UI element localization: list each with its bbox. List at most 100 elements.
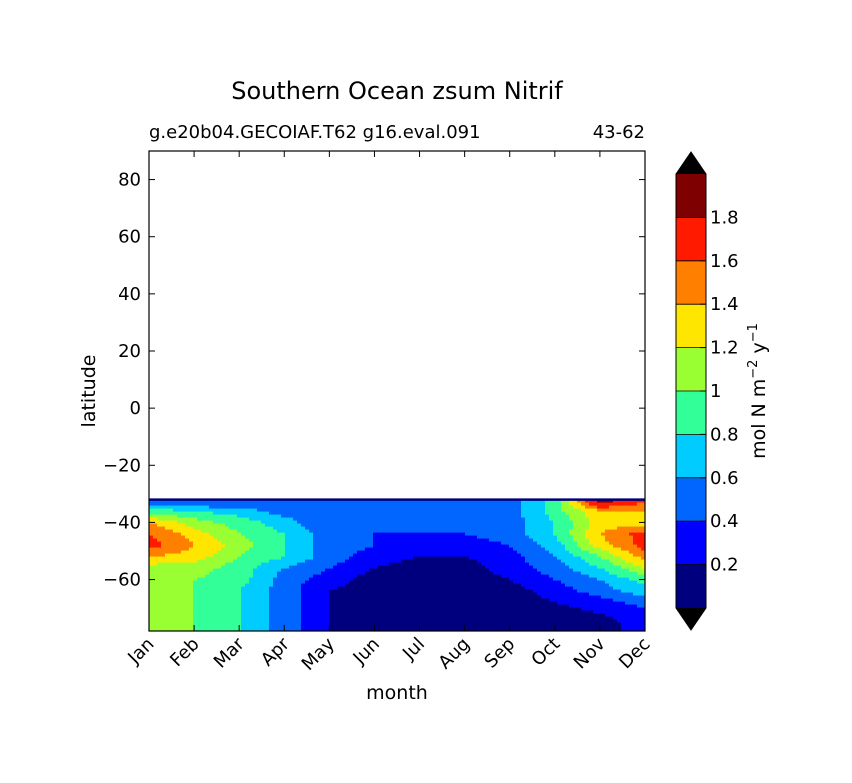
contour-cell: [289, 499, 294, 504]
contour-cell: [497, 559, 502, 564]
contour-cell: [593, 574, 598, 579]
contour-cell: [305, 559, 310, 564]
contour-cell: [445, 535, 450, 540]
contour-cell: [605, 604, 610, 609]
contour-cell: [605, 529, 610, 534]
contour-cell: [373, 556, 378, 561]
contour-cell: [193, 562, 198, 567]
contour-cell: [605, 616, 610, 621]
contour-cell: [413, 580, 418, 585]
contour-cell: [397, 562, 402, 567]
contour-cell: [401, 514, 406, 519]
contour-cell: [253, 505, 258, 510]
contour-cell: [609, 532, 614, 537]
contour-cell: [297, 589, 302, 594]
contour-cell: [393, 508, 398, 513]
contour-cell: [625, 532, 630, 537]
contour-cell: [453, 562, 458, 567]
contour-cell: [477, 541, 482, 546]
contour-cell: [577, 592, 582, 597]
contour-cell: [333, 502, 338, 507]
contour-cell: [489, 535, 494, 540]
contour-cell: [617, 544, 622, 549]
contour-cell: [265, 505, 270, 510]
contour-cell: [325, 601, 330, 606]
contour-cell: [557, 532, 562, 537]
contour-cell: [249, 556, 254, 561]
contour-cell: [209, 550, 214, 555]
contour-cell: [537, 553, 542, 558]
contour-cell: [285, 565, 290, 570]
contour-cell: [241, 535, 246, 540]
contour-cell: [433, 505, 438, 510]
contour-cell: [161, 607, 166, 612]
contour-cell: [553, 568, 558, 573]
contour-cell: [397, 520, 402, 525]
contour-cell: [613, 580, 618, 585]
contour-cell: [377, 538, 382, 543]
contour-cell: [309, 517, 314, 522]
contour-cell: [593, 604, 598, 609]
contour-cell: [489, 502, 494, 507]
contour-cell: [261, 565, 266, 570]
contour-cell: [569, 610, 574, 615]
contour-cell: [633, 562, 638, 567]
contour-cell: [165, 616, 170, 621]
contour-cell: [349, 583, 354, 588]
contour-cell: [357, 562, 362, 567]
contour-cell: [585, 568, 590, 573]
contour-cell: [225, 511, 230, 516]
contour-cell: [161, 613, 166, 618]
contour-cell: [345, 502, 350, 507]
contour-cell: [629, 577, 634, 582]
contour-cell: [285, 505, 290, 510]
contour-cell: [401, 502, 406, 507]
contour-cell: [461, 517, 466, 522]
contour-cell: [409, 517, 414, 522]
contour-cell: [305, 547, 310, 552]
contour-cell: [253, 607, 258, 612]
contour-cell: [309, 562, 314, 567]
contour-cell: [245, 508, 250, 513]
contour-cell: [393, 550, 398, 555]
contour-cell: [277, 541, 282, 546]
contour-cell: [193, 595, 198, 600]
contour-cell: [277, 619, 282, 624]
contour-cell: [277, 604, 282, 609]
contour-cell: [257, 499, 262, 504]
contour-cell: [385, 574, 390, 579]
contour-cell: [621, 514, 626, 519]
contour-cell: [469, 520, 474, 525]
contour-cell: [177, 559, 182, 564]
contour-cell: [545, 589, 550, 594]
contour-cell: [453, 565, 458, 570]
contour-cell: [241, 505, 246, 510]
contour-cell: [273, 580, 278, 585]
contour-cell: [317, 577, 322, 582]
contour-cell: [613, 562, 618, 567]
contour-cell: [381, 613, 386, 618]
contour-cell: [641, 586, 645, 591]
contour-cell: [453, 610, 458, 615]
contour-cell: [313, 568, 318, 573]
contour-cell: [373, 598, 378, 603]
contour-cell: [409, 592, 414, 597]
contour-cell: [353, 595, 358, 600]
contour-cell: [401, 544, 406, 549]
contour-cell: [217, 613, 222, 618]
contour-cell: [401, 547, 406, 552]
contour-cell: [337, 538, 342, 543]
contour-cell: [569, 523, 574, 528]
contour-cell: [453, 556, 458, 561]
contour-cell: [365, 562, 370, 567]
contour-cell: [257, 604, 262, 609]
contour-cell: [485, 613, 490, 618]
contour-cell: [469, 544, 474, 549]
contour-cell: [349, 541, 354, 546]
contour-cell: [349, 604, 354, 609]
contour-cell: [193, 559, 198, 564]
contour-cell: [481, 583, 486, 588]
contour-cell: [429, 514, 434, 519]
contour-cell: [437, 523, 442, 528]
contour-cell: [213, 523, 218, 528]
